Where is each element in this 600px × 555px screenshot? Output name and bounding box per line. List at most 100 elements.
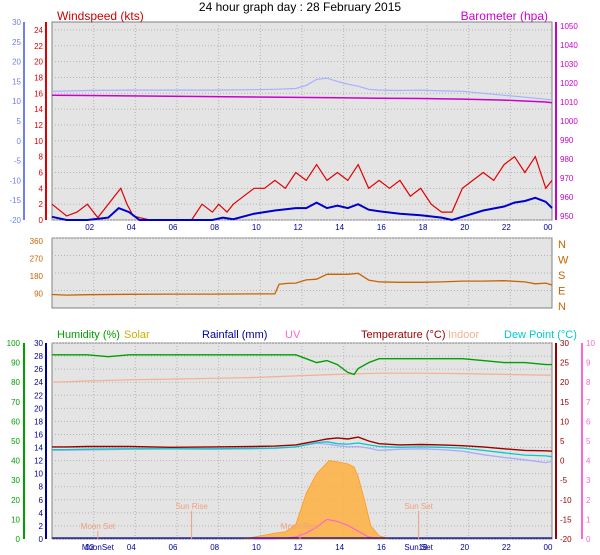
x-tick-label: 06 (169, 223, 178, 232)
far-left-tick-label: 15 (12, 77, 21, 86)
x-tick-label: 04 (127, 543, 136, 552)
x-tick-label: 16 (377, 223, 386, 232)
x-tick-label: 18 (419, 223, 428, 232)
x-tick-label: 12 (294, 543, 303, 552)
windspeed-tick-label: 16 (34, 89, 43, 98)
x-tick-label: 12 (294, 223, 303, 232)
weather-x-ticks: 02 04 06 08 10 12 14 16 18 20 22 00 MoonSet Sun Set (82, 543, 553, 552)
weather-series (51, 354, 553, 540)
x-tick-label: 10 (252, 543, 261, 552)
astro-marker-label: Sun Set (404, 502, 433, 511)
barometer-axis-ticks: 950 960 970 980 990 1000 1010 1020 1030 1040 1050 (560, 22, 578, 221)
x-tick-label: 20 (460, 543, 469, 552)
x-tick-label: 10 (252, 223, 261, 232)
uv-tick-label: 0 (586, 535, 591, 544)
weather-legend: Humidity (%) Solar Rainfall (mm) UV Temperat… (57, 329, 577, 341)
solar-area (243, 460, 390, 540)
windspeed-tick-label: 10 (34, 137, 43, 146)
rainfall-tick-label: 22 (34, 391, 43, 400)
temperature-tick-label: 10 (560, 417, 569, 426)
windspeed-tick-label: 20 (34, 58, 43, 67)
barometer-tick-label: 970 (560, 174, 574, 183)
barometer-tick-label: 990 (560, 136, 574, 145)
legend-item: Dew Point (°C) (504, 329, 577, 341)
windspeed-tick-label: 6 (39, 168, 44, 177)
temperature-tick-label: 5 (560, 437, 565, 446)
windspeed-tick-label: 22 (34, 42, 43, 51)
rainfall-tick-label: 6 (39, 496, 44, 505)
humidity-tick-label: 100 (7, 339, 21, 348)
x-tick-label: 04 (127, 223, 136, 232)
temperature-tick-label: -5 (560, 476, 568, 485)
barometer-tick-label: 1040 (560, 41, 578, 50)
temperature-tick-label: 20 (560, 378, 569, 387)
x-tick-astro-label: MoonSet (82, 543, 115, 552)
windspeed-tick-label: 8 (39, 153, 44, 162)
temperature-axis-ticks: -20 -15 -10 -5 0 5 10 15 20 25 30 (560, 339, 572, 544)
uv-tick-label: 7 (586, 398, 591, 407)
uv-tick-label: 9 (586, 359, 591, 368)
barometer-tick-label: 1050 (560, 22, 578, 31)
wind-direction-tick-label: 180 (30, 272, 44, 281)
windspeed-tick-label: 18 (34, 73, 43, 82)
humidity-tick-label: 90 (11, 359, 20, 368)
windspeed-tick-label: 0 (39, 216, 44, 225)
temperature-tick-label: 30 (560, 339, 569, 348)
uv-tick-label: 1 (586, 515, 591, 524)
blue-scale-line (51, 77, 553, 101)
compass-label: N (558, 301, 566, 313)
windspeed-tick-label: 14 (34, 105, 43, 114)
uv-tick-label: 10 (586, 339, 595, 348)
wind-baro-series (51, 77, 553, 222)
x-tick-label: 00 (544, 223, 553, 232)
humidity-tick-label: 30 (11, 476, 20, 485)
windspeed-axis-label: Windspeed (kts) (57, 9, 144, 23)
humidity-tick-label: 70 (11, 398, 20, 407)
legend-item: Indoor (448, 329, 480, 341)
windspeed-average-line (51, 196, 553, 222)
barometer-tick-label: 980 (560, 155, 574, 164)
temperature-tick-label: 15 (560, 398, 569, 407)
windspeed-tick-label: 2 (39, 200, 44, 209)
barometer-line (51, 94, 553, 104)
uv-tick-label: 8 (586, 378, 591, 387)
rainfall-tick-label: 2 (39, 522, 44, 531)
rainfall-tick-label: 4 (39, 509, 44, 518)
humidity-tick-label: 50 (11, 437, 20, 446)
humidity-line (52, 354, 552, 376)
rainfall-tick-label: 18 (34, 417, 43, 426)
astro-marker-label: Moon Set (81, 522, 116, 531)
legend-item: Humidity (%) (57, 329, 120, 341)
rainfall-tick-label: 30 (34, 339, 43, 348)
barometer-tick-label: 960 (560, 193, 574, 202)
rainfall-tick-label: 24 (34, 378, 43, 387)
legend-item: UV (285, 329, 301, 341)
compass-label: S (558, 270, 565, 282)
x-tick-label: 00 (544, 543, 553, 552)
far-left-tick-label: 0 (17, 137, 22, 146)
windspeed-tick-label: 12 (34, 121, 43, 130)
legend-item: Temperature (°C) (361, 329, 445, 341)
x-tick-label: 06 (169, 543, 178, 552)
x-tick-astro-label: Sun Set (404, 543, 433, 552)
x-tick-label: 14 (335, 543, 344, 552)
wind-direction-series (51, 272, 553, 296)
far-left-tick-label: 20 (12, 58, 21, 67)
humidity-tick-label: 10 (11, 515, 20, 524)
far-left-tick-label: 30 (12, 18, 21, 27)
rainfall-tick-label: 12 (34, 457, 43, 466)
barometer-tick-label: 1030 (560, 60, 578, 69)
x-tick-label: 18 (419, 543, 428, 552)
uv-tick-label: 6 (586, 417, 591, 426)
far-left-tick-label: 25 (12, 38, 21, 47)
humidity-tick-label: 60 (11, 417, 20, 426)
uv-axis-ticks: 0 1 2 3 4 5 6 7 8 9 10 (586, 339, 595, 544)
page-title: 24 hour graph day : 28 February 2015 (199, 0, 401, 14)
far-left-tick-label: -10 (9, 176, 21, 185)
far-left-tick-label: -5 (14, 157, 22, 166)
rainfall-tick-label: 14 (34, 444, 43, 453)
wind-direction-tick-label: 270 (30, 255, 44, 264)
